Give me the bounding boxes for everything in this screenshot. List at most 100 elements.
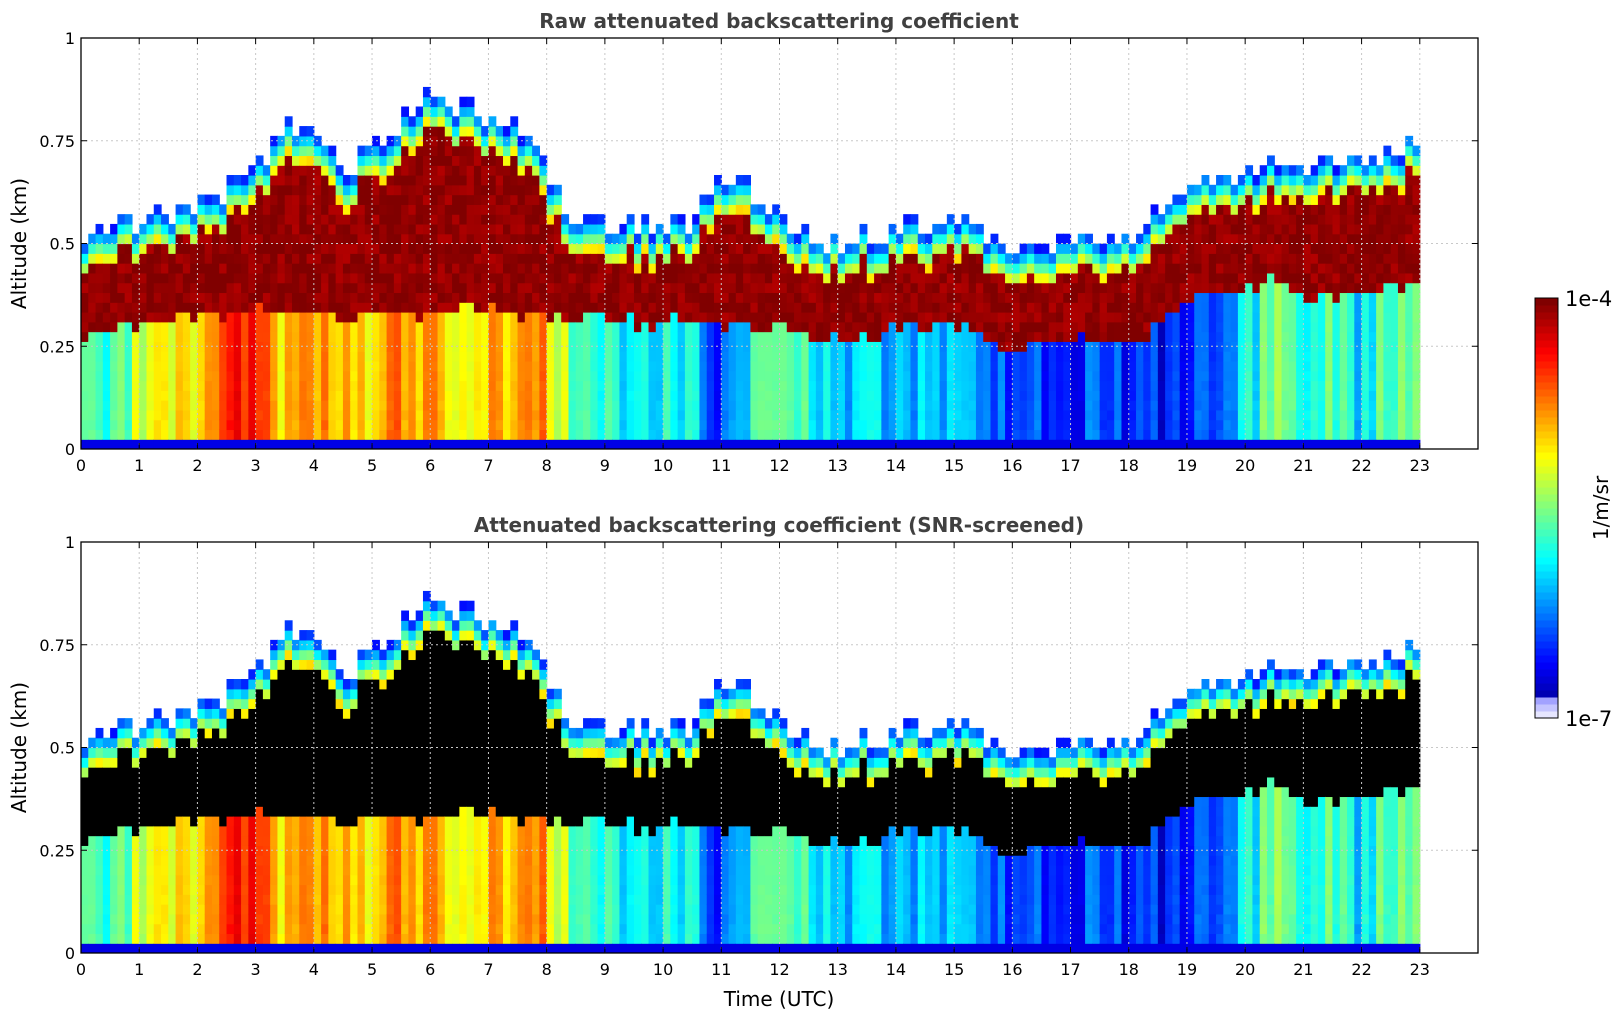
heatmap-cell (1339, 439, 1348, 449)
heatmap-cell (830, 400, 839, 411)
heatmap-cell (153, 419, 162, 431)
heatmap-cell (437, 126, 446, 137)
heatmap-cell (728, 390, 737, 401)
heatmap-cell (801, 272, 810, 284)
heatmap-cell (1296, 263, 1304, 274)
heatmap-cell (466, 155, 475, 166)
heatmap-cell (1121, 409, 1130, 421)
heatmap-cell (990, 351, 999, 362)
heatmap-cell (379, 194, 388, 205)
heatmap-cell (1085, 439, 1093, 449)
heatmap-cell (1245, 439, 1254, 449)
heatmap-cell (1376, 194, 1385, 205)
heatmap-cell (422, 429, 431, 440)
heatmap-cell (204, 429, 213, 440)
heatmap-cell (794, 429, 802, 440)
heatmap-cell (459, 116, 468, 127)
heatmap-cell (866, 429, 875, 440)
heatmap-cell (1376, 204, 1385, 215)
heatmap-cell (1397, 331, 1406, 342)
heatmap-cell (1310, 302, 1319, 313)
heatmap-cell (437, 419, 446, 431)
heatmap-cell (262, 351, 271, 362)
heatmap-cell (328, 145, 337, 157)
heatmap-cell (590, 351, 599, 362)
heatmap-cell (772, 380, 781, 391)
heatmap-cell (1128, 360, 1137, 372)
heatmap-cell (102, 400, 111, 411)
heatmap-cell (779, 400, 788, 411)
heatmap-cell (88, 390, 97, 401)
heatmap-cell (1005, 351, 1013, 362)
heatmap-cell (350, 429, 359, 440)
heatmap-cell (925, 253, 933, 264)
heatmap-cell (1201, 214, 1210, 225)
heatmap-cell (1361, 302, 1370, 313)
heatmap-cell (815, 321, 824, 333)
heatmap-cell (794, 419, 802, 431)
heatmap-cell (590, 302, 599, 313)
heatmap-cell (866, 351, 875, 362)
heatmap-cell (350, 233, 359, 245)
heatmap-cell (532, 165, 540, 176)
heatmap-cell (255, 360, 264, 372)
heatmap-cell (597, 429, 606, 440)
heatmap-cell (131, 360, 140, 372)
heatmap-cell (408, 263, 417, 274)
heatmap-cell (728, 223, 737, 235)
heatmap-cell (1172, 204, 1181, 215)
heatmap-cell (1266, 390, 1275, 401)
heatmap-cell (437, 439, 446, 449)
heatmap-cell (197, 272, 206, 284)
heatmap-cell (1157, 380, 1166, 391)
heatmap-cell (1412, 390, 1421, 401)
heatmap-cell (852, 282, 861, 294)
heatmap-cell (495, 126, 504, 137)
heatmap-cell (219, 321, 228, 333)
heatmap-cell (466, 341, 475, 352)
heatmap-cell (997, 302, 1006, 313)
heatmap-cell (1296, 400, 1304, 411)
heatmap-cell (117, 439, 126, 449)
heatmap-cell (553, 302, 562, 313)
heatmap-cell (1252, 233, 1261, 245)
heatmap-cell (539, 184, 548, 196)
heatmap-cell (95, 233, 104, 245)
heatmap-cell (1055, 321, 1064, 333)
heatmap-cell (910, 223, 919, 235)
heatmap-cell (1085, 233, 1093, 245)
heatmap-cell (139, 321, 148, 333)
heatmap-cell (299, 175, 308, 186)
heatmap-cell (524, 233, 533, 245)
heatmap-cell (110, 312, 118, 323)
heatmap-cell (1281, 175, 1290, 186)
heatmap-cell (1085, 419, 1093, 431)
heatmap-cell (241, 409, 249, 421)
heatmap-cell (764, 429, 773, 440)
heatmap-cell (306, 145, 315, 157)
heatmap-cell (721, 351, 730, 362)
heatmap-cell (743, 233, 751, 245)
heatmap-cell (1245, 312, 1254, 323)
heatmap-cell (1165, 312, 1174, 323)
heatmap-cell (1019, 360, 1028, 372)
heatmap-cell (684, 439, 693, 449)
heatmap-cell (859, 429, 868, 440)
heatmap-cell (146, 390, 155, 401)
heatmap-cell (910, 253, 919, 264)
heatmap-cell (1114, 243, 1123, 254)
heatmap-cell (1237, 184, 1246, 196)
heatmap-cell (1121, 400, 1130, 411)
heatmap-cell (903, 409, 912, 421)
heatmap-cell (881, 360, 890, 372)
heatmap-cell (706, 439, 715, 449)
heatmap-cell (95, 253, 104, 264)
heatmap-cell (1339, 253, 1348, 264)
heatmap-cell (1055, 233, 1064, 245)
heatmap-cell (743, 360, 751, 372)
heatmap-cell (357, 302, 366, 313)
heatmap-cell (233, 175, 242, 186)
heatmap-cell (517, 282, 526, 294)
heatmap-cell (633, 263, 642, 274)
heatmap-cell (364, 263, 373, 274)
